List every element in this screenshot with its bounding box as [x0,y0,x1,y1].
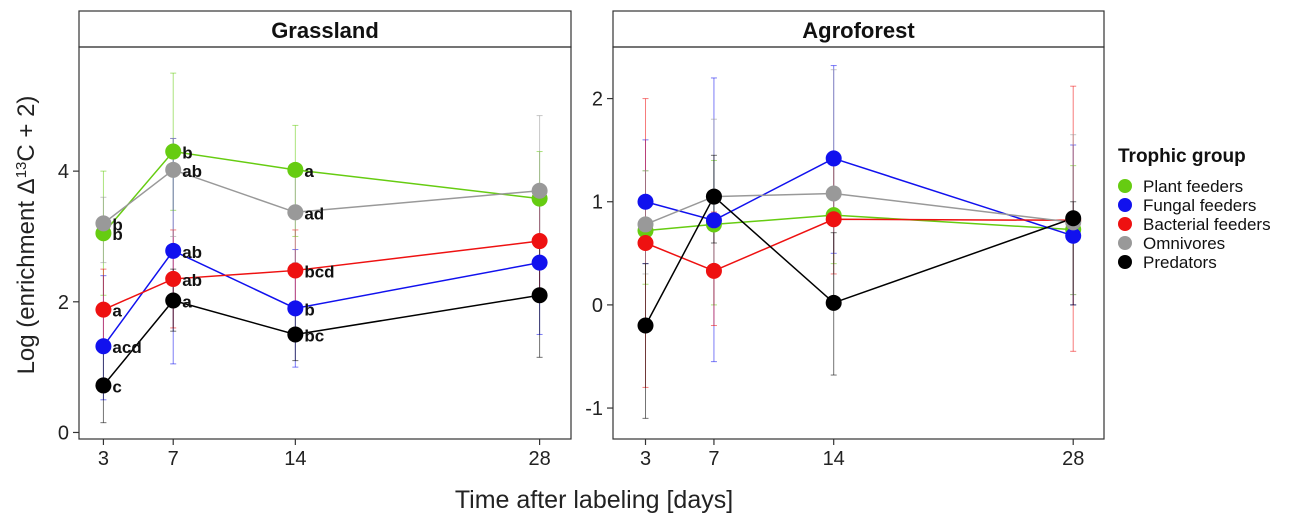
error-bars-fungal-feeders [642,65,1077,363]
data-point-predators [825,294,842,311]
data-point-omnivores [95,215,112,232]
x-tick-label: 14 [823,448,845,470]
data-point-fungal-feeders [705,212,722,229]
significance-label: ad [304,204,324,223]
y-tick-label: 2 [58,292,69,314]
series-line-predators [644,195,1074,326]
data-point-fungal-feeders [1065,227,1082,244]
panel-title: Agroforest [802,18,915,43]
data-point-bacterial-feeders [531,233,548,250]
data-point-omnivores [637,216,654,233]
x-tick-label: 14 [284,448,306,470]
data-point-bacterial-feeders [637,235,654,251]
data-point-predators [637,317,654,334]
significance-label: acd [112,338,141,357]
data-point-fungal-feeders [531,254,548,271]
significance-label: ab [182,243,202,262]
data-point-bacterial-feeders [825,211,842,228]
data-point-omnivores [531,182,548,199]
error-bars-bacterial-feeders [642,85,1077,388]
significance-label: b [112,215,122,234]
data-point-omnivores [287,204,304,221]
series-line-predators [102,294,540,386]
data-point-bacterial-feeders [165,270,182,287]
panel-strip [78,10,572,48]
legend-entry-label: Plant feeders [1143,177,1243,196]
y-tick-label: 4 [58,161,69,183]
series-line-omnivores [102,168,540,224]
plot-frame [78,46,572,440]
significance-label: b [182,144,192,163]
series-line-bacterial-feeders [103,240,540,311]
legend-marker [1118,198,1132,212]
x-tick-label: 28 [1062,448,1084,470]
series-line-omnivores [645,192,1074,226]
error-bars-omnivores [100,115,543,270]
data-point-fungal-feeders [825,150,842,167]
series-line-bacterial-feeders [645,218,1074,272]
data-point-fungal-feeders [637,193,654,210]
x-tick-label: 7 [168,448,179,470]
legend-marker [1118,217,1132,231]
data-point-plant-feeders [165,143,182,160]
significance-label: b [304,300,314,319]
significance-label: bc [304,326,324,345]
y-tick-label: 0 [592,295,603,317]
legend-marker [1118,255,1132,269]
series-line-fungal-feeders [102,249,540,347]
significance-label: a [304,162,314,181]
significance-label: bcd [304,262,334,281]
data-point-fungal-feeders [95,338,112,355]
legend-marker [1118,236,1132,250]
data-point-predators [531,287,548,304]
y-tick-label: 2 [592,89,603,111]
series-line-plant-feeders [102,150,540,234]
y-tick-label: -1 [585,398,603,420]
data-point-plant-feeders [287,161,304,178]
significance-label: a [112,302,122,321]
data-point-predators [95,377,112,394]
y-tick-label: 0 [58,422,69,444]
data-point-bacterial-feeders [287,262,304,279]
x-axis-label: Time after labeling [days] [455,486,733,514]
significance-label: b [112,225,122,244]
data-point-omnivores [825,185,842,202]
x-tick-label: 3 [640,448,651,470]
data-point-bacterial-feeders [705,262,722,279]
data-point-omnivores [165,161,182,178]
legend-marker [1118,179,1132,193]
panel-title: Grassland [271,18,379,43]
panel-agroforest: Agroforest -1 0 1 2 3 7 14 28 [585,10,1105,470]
legend-entry-label: Omnivores [1143,234,1225,253]
x-tick-label: 28 [528,448,550,470]
significance-label: c [112,377,121,396]
legend-entry-label: Bacterial feeders [1143,215,1271,234]
series-line-plant-feeders [645,214,1074,232]
data-point-fungal-feeders [165,242,182,259]
legend-entry-label: Fungal feeders [1143,196,1256,215]
significance-label: a [182,292,192,311]
data-point-predators [165,292,182,309]
x-tick-label: 7 [708,448,719,470]
data-point-predators [705,188,722,205]
x-tick-label: 3 [98,448,109,470]
error-bars-plant-feeders [642,159,1077,306]
y-axis-label: Log (enrichment Δ13C + 2) [13,96,41,375]
data-point-fungal-feeders [287,300,304,317]
y-tick-label: 1 [592,192,603,214]
data-point-bacterial-feeders [95,301,112,318]
data-point-predators [1065,210,1082,227]
plot-frame [612,46,1105,440]
significance-label: ab [182,271,202,290]
legend-title: Trophic group [1118,146,1246,167]
legend-entry-label: Predators [1143,253,1217,272]
data-point-predators [287,326,304,343]
significance-label: ab [182,162,202,181]
